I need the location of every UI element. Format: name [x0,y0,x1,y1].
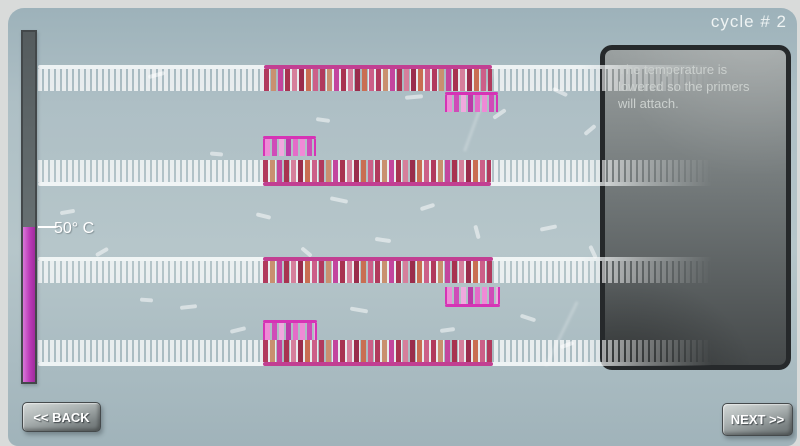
primer-teeth [263,323,317,340]
nucleotide-particle [404,94,424,100]
dna-scene [8,8,797,446]
primer-spine [445,92,498,95]
nucleotide-particle [439,326,456,334]
cycle-counter: cycle # 2 [710,12,787,31]
temperature-label: 50° C [54,220,95,237]
nucleotide-particle [349,306,369,314]
nucleotide-particle [139,297,154,303]
thermometer-mercury [23,227,35,382]
new-dna-strand [264,65,492,91]
new-dna-strand-teeth [263,261,493,283]
primer-spine [445,304,500,307]
nucleotide-particle [374,236,392,244]
thermometer-tick-mark [38,226,58,228]
nucleotide-particle [583,123,597,137]
back-button[interactable]: << BACK [22,402,101,432]
new-dna-strand [263,160,491,186]
primer [445,92,498,112]
nucleotide-particle [539,224,558,232]
nucleotide-particle [255,212,272,220]
new-dna-strand-teeth [263,340,493,362]
primer [445,287,500,307]
primer-teeth [445,287,500,304]
nucleotide-particle [94,246,110,258]
new-dna-strand-teeth [264,69,492,91]
thermometer [21,30,37,384]
new-dna-strand-spine [263,182,491,186]
nucleotide-particle [59,208,76,216]
new-dna-strand-teeth [263,160,491,182]
primer-spine [263,136,316,139]
nucleotide-particle [209,151,224,157]
primer-teeth [445,95,498,112]
nucleotide-particle [179,304,198,310]
nucleotide-particle [315,117,331,123]
next-button[interactable]: NEXT >> [722,403,793,436]
new-dna-strand-spine [263,257,493,261]
primer-spine [263,320,317,323]
nucleotide-particle [300,246,313,258]
info-panel-text: The temperature is lowered so the primer… [618,62,750,111]
primer-teeth [263,139,316,156]
info-panel [600,45,791,370]
primer [263,320,317,340]
pcr-simulation-stage: cycle # 2 50° C The temperature is lower… [8,8,797,446]
new-dna-strand [263,340,493,366]
nucleotide-particle [473,224,481,240]
nucleotide-particle [419,202,436,212]
nucleotide-particle [519,313,537,323]
new-dna-strand [263,257,493,283]
nucleotide-particle [329,196,349,204]
new-dna-strand-spine [264,65,492,69]
nucleotide-particle [229,326,247,334]
primer [263,136,316,156]
new-dna-strand-spine [263,362,493,366]
